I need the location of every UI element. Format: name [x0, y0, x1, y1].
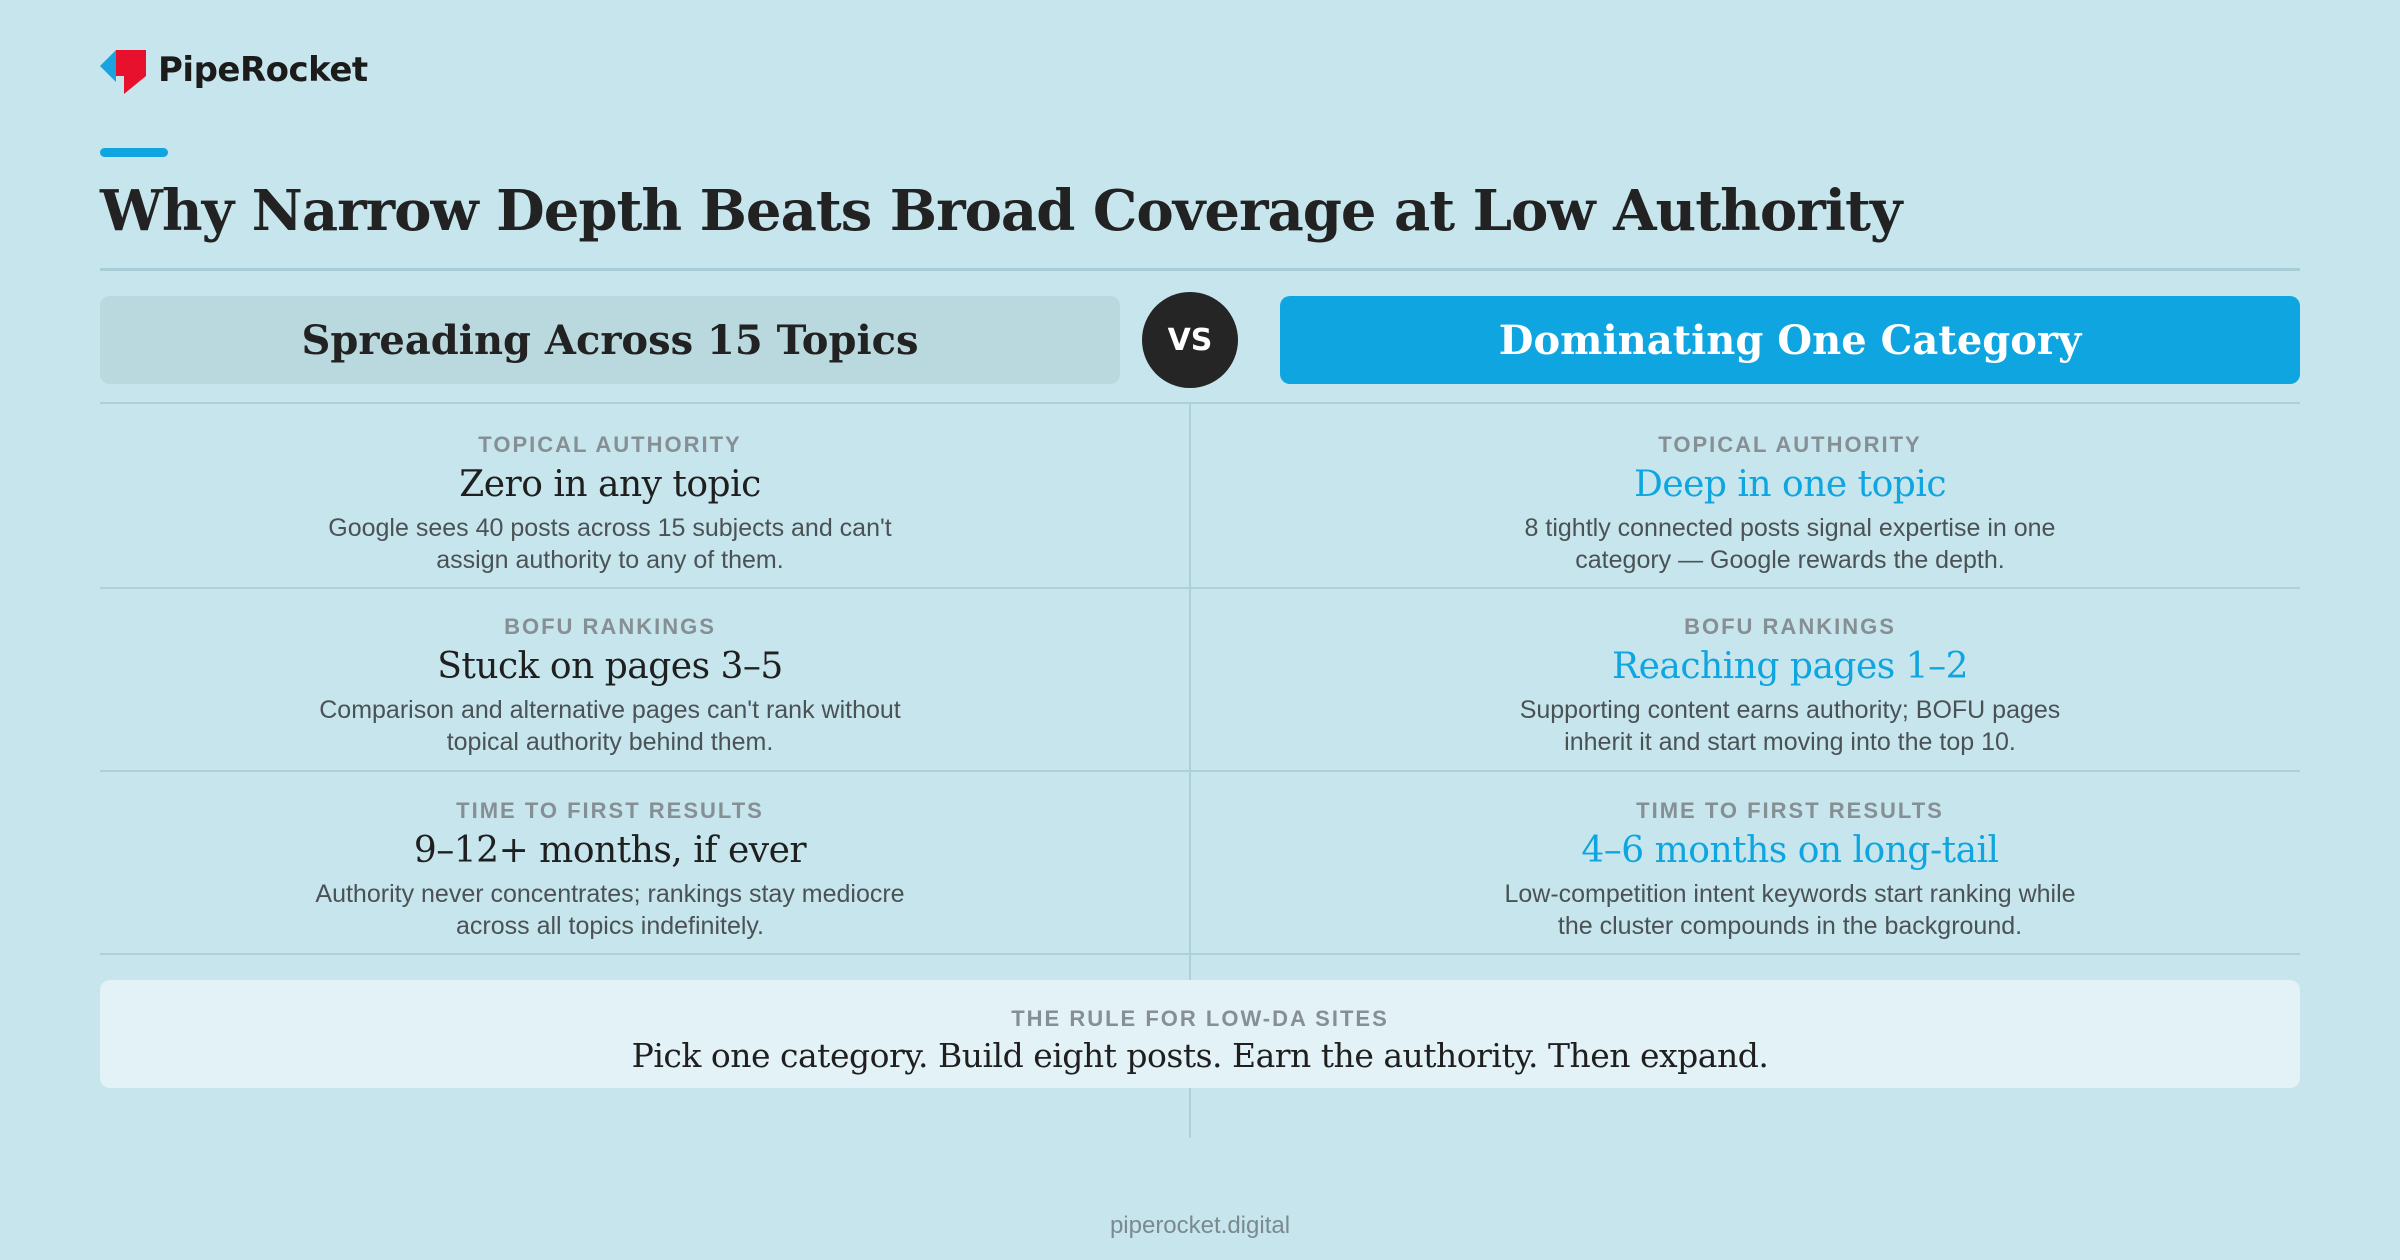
row-divider	[100, 587, 2300, 589]
cell-description: 8 tightly connected posts signal experti…	[1524, 514, 2056, 574]
row-divider	[100, 402, 2300, 404]
cell-value: Stuck on pages 3–5	[437, 646, 783, 687]
rocket-logo-icon	[100, 50, 146, 94]
cell-label: TOPICAL AUTHORITY	[478, 432, 742, 457]
rule-label: THE RULE FOR LOW-DA SITES	[1011, 1006, 1389, 1031]
cell-value: 9–12+ months, if ever	[413, 830, 807, 871]
vs-badge: VS	[1142, 292, 1238, 388]
cell-description: Google sees 40 posts across 15 subjects …	[328, 514, 892, 574]
row-divider	[100, 770, 2300, 772]
cell-label: TIME TO FIRST RESULTS	[1636, 798, 1944, 823]
cell-value: Deep in one topic	[1633, 464, 1947, 505]
cell-description: Authority never concentrates; rankings s…	[315, 880, 905, 940]
footer-url: piperocket.digital	[1109, 1212, 1291, 1239]
left-cell-time-to-results: TIME TO FIRST RESULTS 9–12+ months, if e…	[100, 770, 1120, 952]
accent-bar	[100, 148, 168, 157]
right-cell-bofu-rankings: BOFU RANKINGS Reaching pages 1–2 Support…	[1280, 586, 2300, 768]
cell-label: BOFU RANKINGS	[504, 614, 716, 639]
rule-callout: THE RULE FOR LOW-DA SITES Pick one categ…	[100, 980, 2300, 1088]
left-cell-topical-authority: TOPICAL AUTHORITY Zero in any topic Goog…	[100, 404, 1120, 586]
brand-name: PipeRocket	[158, 50, 368, 90]
cell-label: BOFU RANKINGS	[1684, 614, 1896, 639]
cell-description: Comparison and alternative pages can't r…	[319, 696, 901, 756]
right-cell-time-to-results: TIME TO FIRST RESULTS 4–6 months on long…	[1280, 770, 2300, 952]
rule-text: Pick one category. Build eight posts. Ea…	[631, 1036, 1769, 1075]
page-title: Why Narrow Depth Beats Broad Coverage at…	[100, 178, 1902, 244]
cell-value: Zero in any topic	[459, 464, 761, 505]
title-divider	[100, 268, 2300, 271]
left-column-header: Spreading Across 15 Topics	[100, 296, 1120, 384]
cell-label: TOPICAL AUTHORITY	[1658, 432, 1922, 457]
cell-description: Supporting content earns authority; BOFU…	[1519, 696, 2061, 756]
right-cell-topical-authority: TOPICAL AUTHORITY Deep in one topic 8 ti…	[1280, 404, 2300, 586]
brand-logo: PipeRocket	[100, 46, 368, 94]
cell-description: Low-competition intent keywords start ra…	[1504, 880, 2076, 940]
column-divider	[1189, 402, 1191, 1138]
cell-value: 4–6 months on long-tail	[1581, 830, 1999, 871]
row-divider	[100, 953, 2300, 955]
left-cell-bofu-rankings: BOFU RANKINGS Stuck on pages 3–5 Compari…	[100, 586, 1120, 768]
right-column-header: Dominating One Category	[1280, 296, 2300, 384]
cell-value: Reaching pages 1–2	[1612, 646, 1969, 687]
cell-label: TIME TO FIRST RESULTS	[456, 798, 764, 823]
